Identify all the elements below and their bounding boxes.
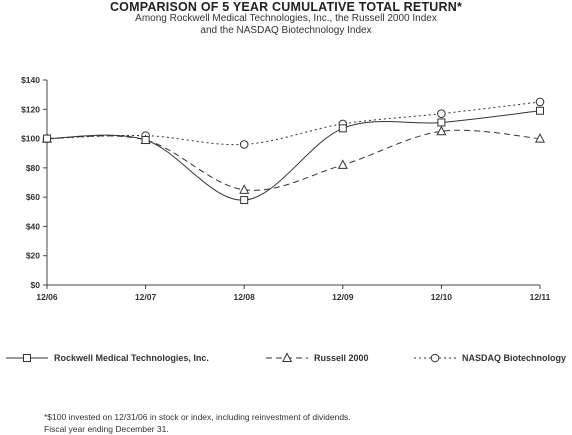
y-tick-label: $20	[26, 251, 40, 261]
data-point-rockwell-medical-technologies-inc	[141, 136, 150, 145]
chart-title: COMPARISON OF 5 YEAR CUMULATIVE TOTAL RE…	[109, 0, 463, 14]
y-tick-label: $140	[21, 75, 40, 85]
legend-marker-nasdaq-biotechnology	[430, 353, 440, 363]
data-point-nasdaq-biotechnology	[437, 109, 446, 118]
y-tick-label: $100	[21, 134, 40, 144]
legend-item-russell-2000: Russell 2000	[266, 353, 369, 363]
data-point-nasdaq-biotechnology	[239, 140, 249, 149]
legend-item-rockwell-medical-technologies-inc: Rockwell Medical Technologies, Inc.	[6, 353, 209, 363]
x-tick-label: 12/07	[135, 292, 157, 302]
y-tick-label: $0	[31, 280, 41, 290]
x-tick-label: 12/10	[431, 292, 453, 302]
y-tick-label: $40	[26, 221, 40, 231]
legend-label-russell-2000: Russell 2000	[314, 353, 369, 363]
legend-label-nasdaq-biotechnology: NASDAQ Biotechnology	[462, 353, 566, 363]
data-point-rockwell-medical-technologies-inc	[43, 134, 51, 143]
data-point-rockwell-medical-technologies-inc	[437, 118, 446, 127]
data-point-rockwell-medical-technologies-inc	[338, 124, 347, 133]
x-tick-label: 12/08	[234, 292, 256, 302]
series-line-russell-2000	[46, 129, 541, 191]
y-tick-label: $60	[26, 192, 40, 202]
chart-subtitle-line-2: and the NASDAQ Biotechnology Index	[200, 25, 372, 36]
y-tick-label: $80	[26, 163, 40, 173]
data-point-russell-2000	[337, 159, 348, 169]
y-tick-label: $120	[21, 104, 40, 114]
legend-marker-russell-2000	[281, 352, 293, 362]
data-point-russell-2000	[239, 184, 250, 194]
footnote-investment: *$100 invested on 12/31/06 in stock or i…	[44, 412, 351, 422]
series-line-rockwell-medical-technologies-inc	[46, 110, 541, 201]
x-tick-label: 12/09	[332, 292, 354, 302]
footnote-fiscal-year: Fiscal year ending December 31.	[44, 424, 169, 434]
legend-label-rockwell-medical-technologies-inc: Rockwell Medical Technologies, Inc.	[54, 353, 209, 363]
data-point-rockwell-medical-technologies-inc	[240, 196, 249, 205]
data-point-rockwell-medical-technologies-inc	[536, 106, 544, 115]
x-tick-label: 12/11	[530, 292, 551, 302]
chart-subtitle-line-1: Among Rockwell Medical Technologies, Inc…	[135, 13, 437, 24]
data-point-russell-2000	[534, 132, 546, 143]
legend-marker-rockwell-medical-technologies-inc	[23, 354, 31, 362]
data-point-russell-2000	[436, 125, 447, 136]
series-line-nasdaq-biotechnology	[46, 101, 541, 146]
x-tick-label: 12/06	[36, 292, 58, 302]
data-point-nasdaq-biotechnology	[535, 97, 545, 107]
